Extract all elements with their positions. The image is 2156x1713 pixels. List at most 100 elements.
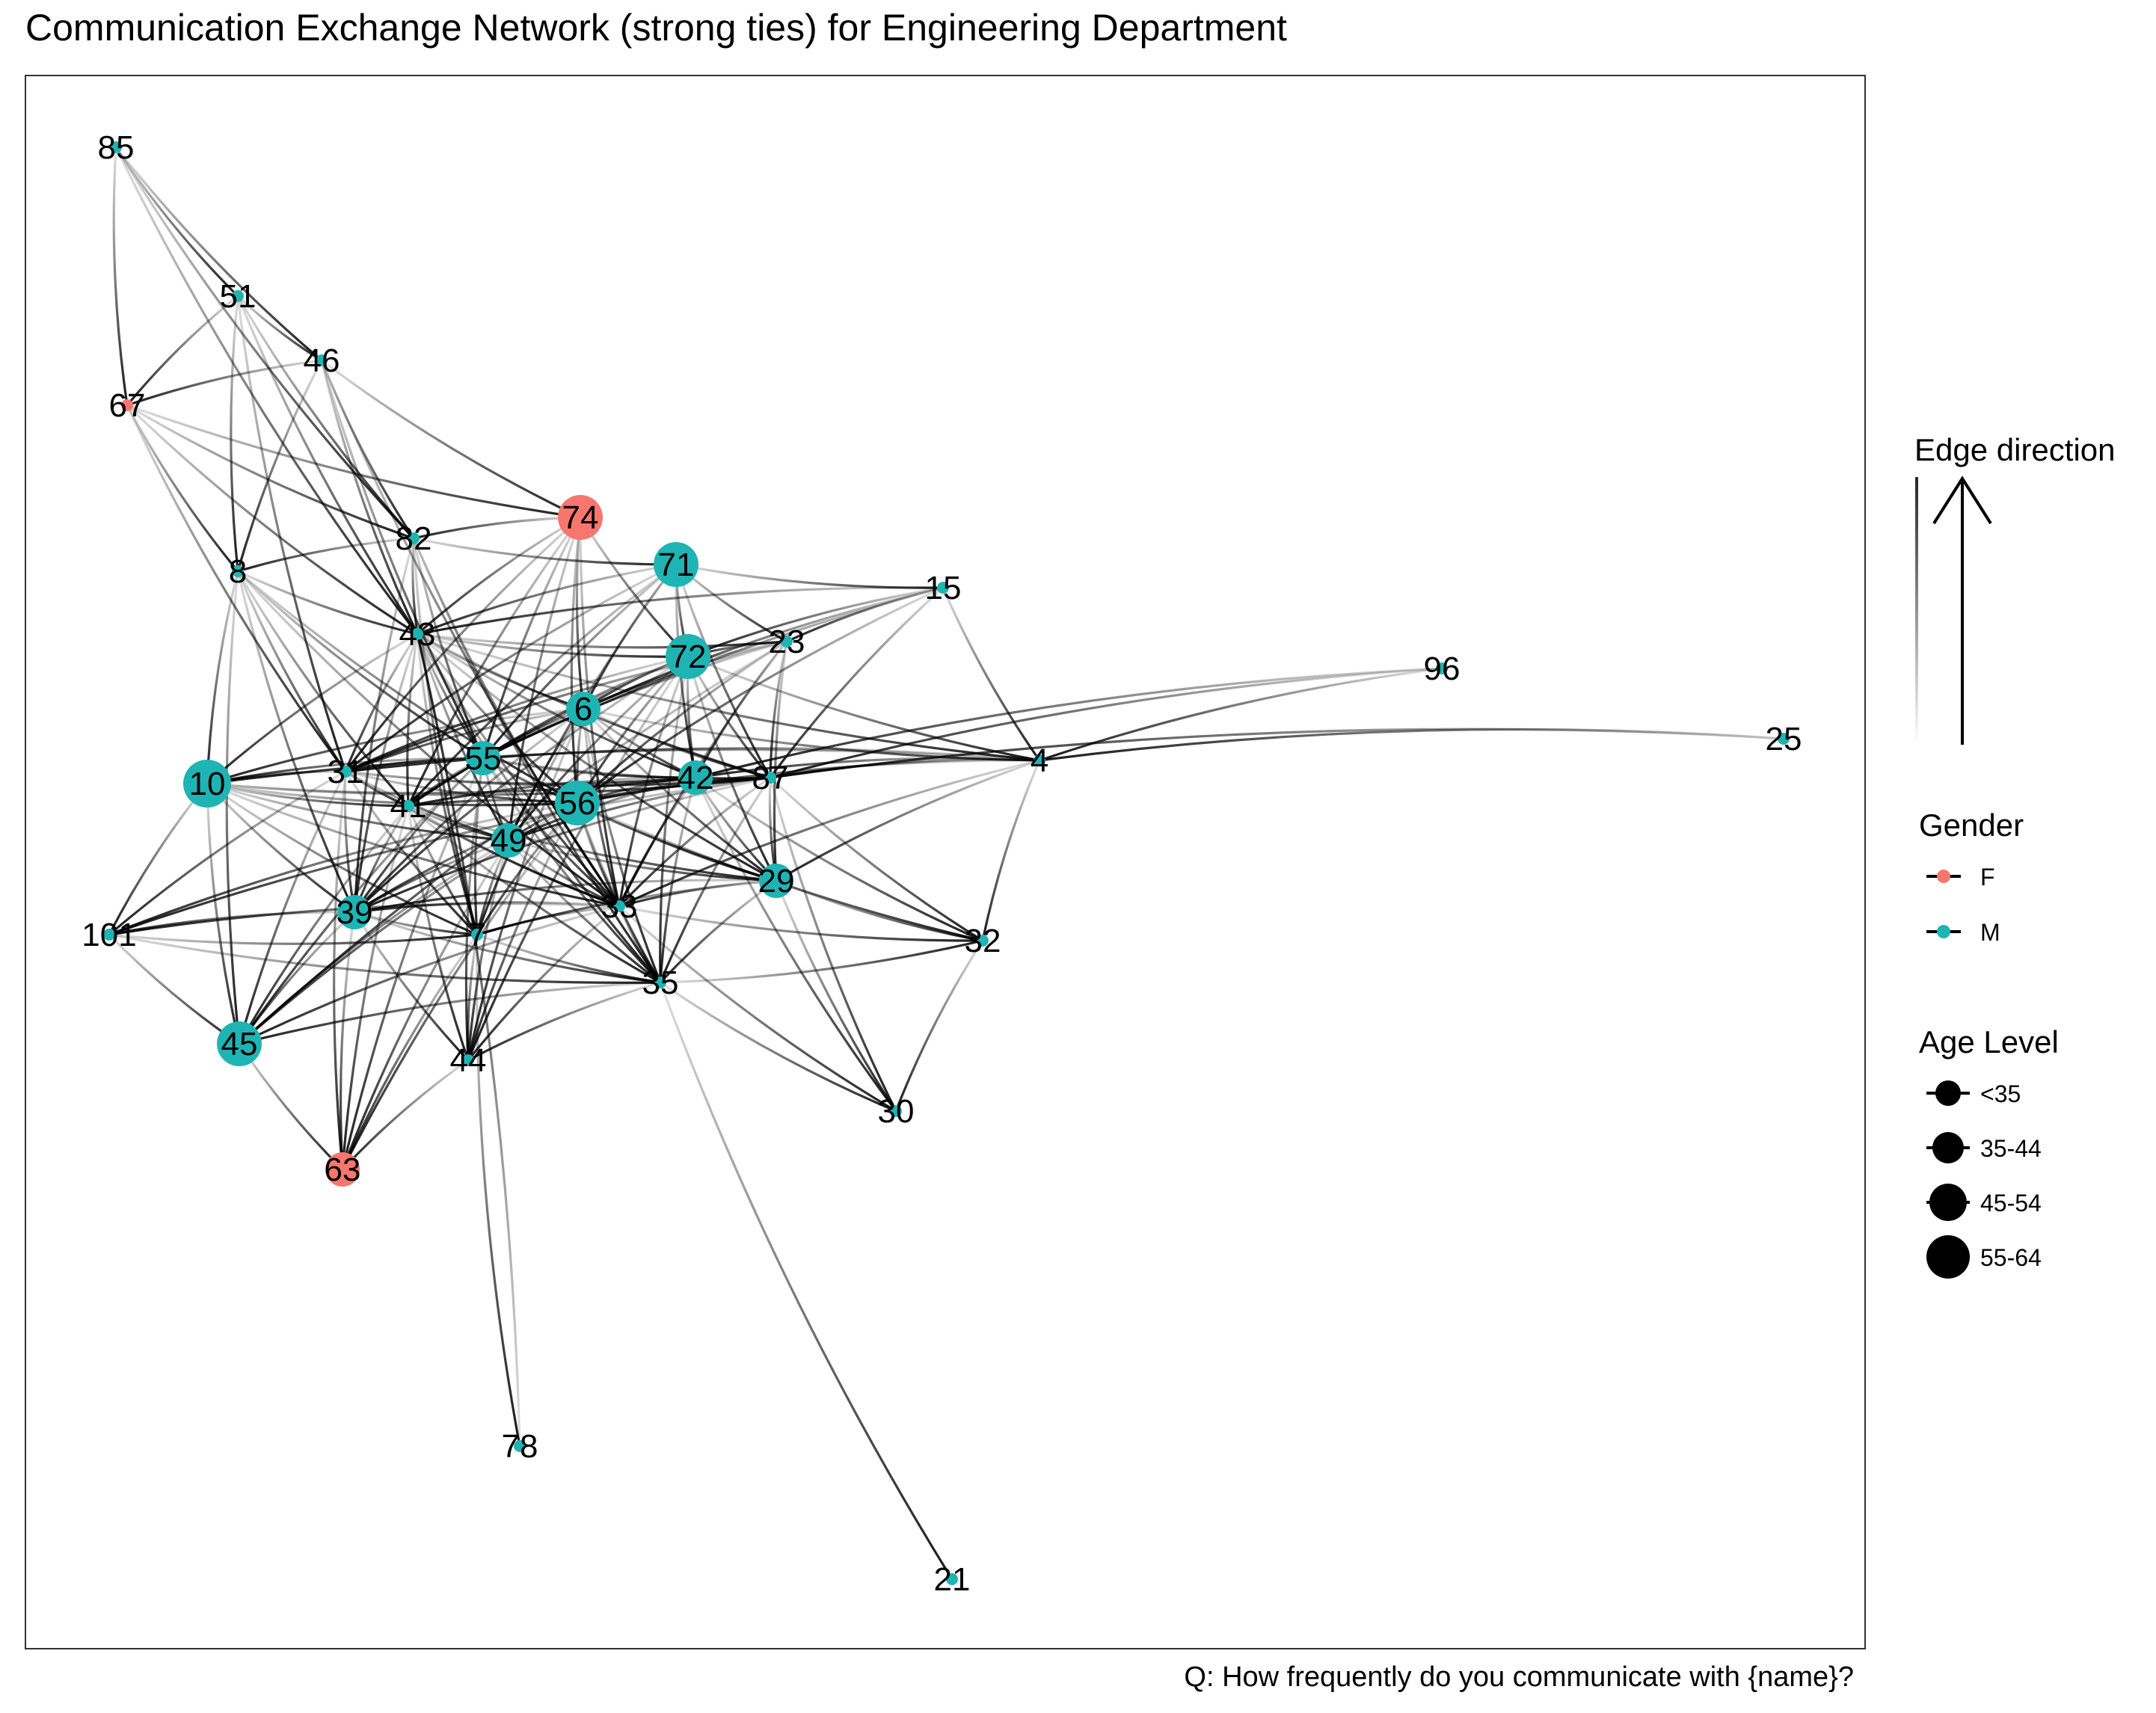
edge-41-33 — [408, 805, 620, 908]
edge-33-32 — [618, 905, 983, 942]
edge-7-35 — [476, 933, 661, 984]
edge-96-87 — [770, 667, 1443, 779]
edge-31-63 — [333, 771, 347, 1170]
node-46 — [316, 354, 328, 366]
edge-4-32 — [981, 760, 1041, 941]
node-label-44: 44 — [450, 1042, 487, 1079]
edge-7-63 — [341, 934, 479, 1170]
legend-age-level: Age Level <35 35-44 45-54 55-64 — [1919, 1024, 2059, 1279]
legend-gender: Gender F M — [1919, 808, 2024, 946]
edge-8-31 — [236, 571, 347, 772]
edge-35-45 — [239, 981, 661, 1045]
legend-age-3-dot — [1929, 1184, 1967, 1221]
edge-42-32 — [695, 776, 983, 942]
edge-82-71 — [413, 537, 677, 566]
edge-42-30 — [694, 777, 897, 1112]
node-label-85: 85 — [98, 129, 135, 166]
node-label-82: 82 — [396, 520, 432, 557]
edge-87-56 — [577, 776, 771, 805]
node-7 — [471, 929, 483, 941]
legend-gender-f-label: F — [1980, 864, 1995, 891]
edge-35-30 — [660, 981, 897, 1113]
edge-39-101 — [108, 911, 355, 936]
edge-41-35 — [407, 805, 661, 984]
edge-31-45 — [238, 771, 347, 1045]
legend-age-3-label: 45-54 — [1980, 1190, 2042, 1217]
node-label-8: 8 — [229, 553, 247, 590]
edge-101-35 — [108, 933, 661, 984]
edge-33-30 — [618, 905, 897, 1113]
edge-85-43 — [114, 147, 419, 635]
edge-71-41 — [407, 563, 677, 808]
node-label-101: 101 — [82, 917, 136, 953]
edge-49-29 — [508, 839, 777, 882]
edge-23-31 — [345, 640, 787, 773]
node-label-25: 25 — [1766, 721, 1802, 757]
legend-gender-m-label: M — [1980, 919, 2000, 946]
edge-43-72 — [417, 633, 689, 658]
edge-7-44 — [467, 934, 479, 1061]
edge-87-35 — [659, 777, 772, 983]
edge-42-41 — [408, 776, 696, 808]
node-label-4: 4 — [1031, 742, 1048, 779]
edge-6-35 — [582, 708, 662, 983]
edge-74-41 — [407, 517, 582, 807]
edge-67-43 — [126, 404, 418, 636]
edge-direction-gradient-bar — [1915, 477, 1918, 745]
panel-border — [25, 75, 1866, 1649]
node-41 — [402, 800, 414, 812]
edge-41-45 — [238, 805, 410, 1045]
edge-33-44 — [467, 905, 621, 1062]
nodes-layer — [103, 141, 1790, 1585]
edge-10-7 — [206, 782, 478, 936]
node-label-46: 46 — [304, 342, 340, 379]
node-label-6: 6 — [574, 691, 592, 728]
edge-82-8 — [237, 537, 414, 573]
node-label-23: 23 — [769, 624, 805, 660]
node-51 — [232, 290, 244, 302]
edge-4-10 — [206, 748, 1040, 785]
edge-87-101 — [108, 776, 771, 936]
edge-23-29 — [773, 641, 788, 882]
node-label-29: 29 — [758, 863, 795, 899]
node-44 — [462, 1054, 474, 1066]
node-label-15: 15 — [925, 570, 962, 606]
node-96 — [1436, 662, 1448, 674]
edge-8-56 — [236, 570, 578, 805]
edge-71-55 — [482, 563, 678, 760]
node-label-55: 55 — [465, 740, 502, 777]
legend-age-1-dot — [1935, 1080, 1961, 1106]
node-label-45: 45 — [221, 1026, 258, 1062]
edge-67-82 — [126, 404, 414, 540]
edge-41-7 — [407, 805, 479, 935]
edge-35-44 — [467, 981, 661, 1062]
node-32 — [977, 935, 989, 947]
node-label-49: 49 — [491, 822, 527, 859]
edge-43-4 — [417, 633, 1040, 762]
edge-72-44 — [467, 656, 690, 1061]
node-label-74: 74 — [562, 499, 599, 536]
node-label-63: 63 — [325, 1151, 361, 1188]
edge-10-41 — [206, 782, 409, 808]
node-15 — [937, 582, 949, 594]
edge-46-67 — [126, 359, 322, 407]
node-87 — [764, 772, 776, 784]
node-71 — [654, 542, 698, 587]
edge-46-74 — [321, 359, 581, 519]
node-label-10: 10 — [189, 766, 226, 802]
edge-56-63 — [341, 802, 579, 1170]
node-25 — [1778, 733, 1790, 745]
legend-gender-m-dot — [1937, 925, 1950, 938]
edge-10-45 — [206, 783, 241, 1045]
legend-age-4-label: 55-64 — [1980, 1244, 2042, 1271]
edge-8-39 — [236, 571, 356, 913]
node-label-32: 32 — [965, 923, 1001, 959]
edge-25-4 — [1039, 728, 1784, 762]
edge-29-35 — [659, 879, 777, 984]
edge-32-30 — [894, 940, 984, 1112]
node-33 — [613, 900, 625, 912]
node-label-7: 7 — [468, 917, 486, 953]
edge-8-45 — [225, 571, 241, 1045]
node-72 — [666, 634, 710, 679]
